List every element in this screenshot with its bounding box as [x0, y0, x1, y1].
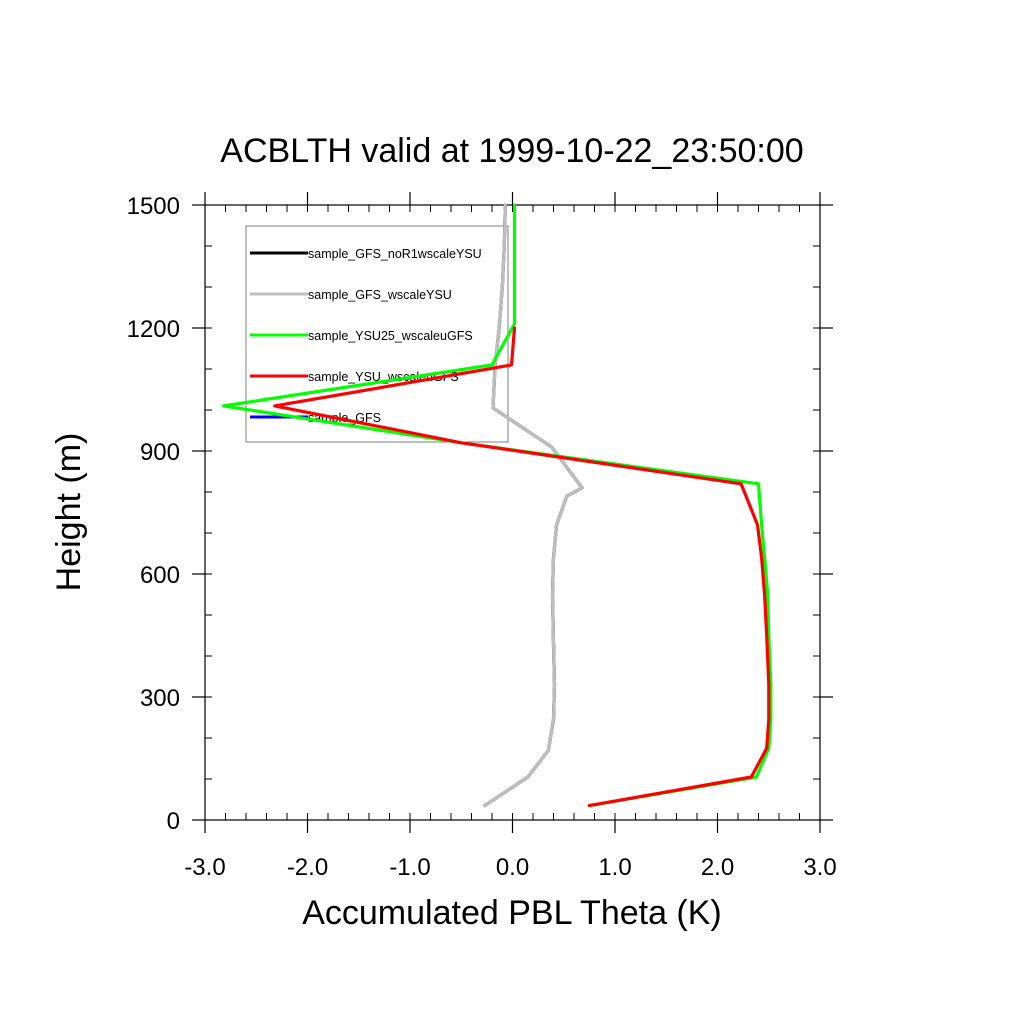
x-tick-label: 1.0 [598, 854, 631, 881]
series-line [483, 203, 584, 808]
series-line [221, 203, 773, 808]
y-tick-label: 300 [140, 685, 180, 712]
series-line [273, 326, 771, 808]
x-tick-label: -3.0 [184, 854, 225, 881]
y-tick-label: 1500 [127, 193, 180, 220]
chart-title: ACBLTH valid at 1999-10-22_23:50:00 [220, 132, 803, 170]
x-tick-label: -2.0 [287, 854, 328, 881]
legend-label: sample_GFS_noR1wscaleYSU [308, 247, 482, 261]
x-tick-label: 0.0 [496, 854, 529, 881]
y-tick-label: 900 [140, 439, 180, 466]
series-line [483, 203, 584, 808]
y-tick-label: 600 [140, 562, 180, 589]
x-tick-label: 2.0 [701, 854, 734, 881]
x-axis-label: Accumulated PBL Theta (K) [302, 894, 722, 932]
legend-label: sample_YSU25_wscaleuGFS [308, 329, 473, 343]
plot-frame [204, 204, 821, 821]
plot-area: -3.0 -2.0 -1.0 0.0 1.0 2.0 3.0 0 300 600 900 1200 15… [127, 192, 837, 881]
y-axis-label: Height (m) [50, 433, 88, 592]
x-tick-label: -1.0 [389, 854, 430, 881]
x-tick-label: 3.0 [803, 854, 836, 881]
y-tick-label: 1200 [127, 316, 180, 343]
legend-label: sample_GFS_wscaleYSU [308, 288, 452, 302]
y-tick-label: 0 [167, 808, 180, 835]
